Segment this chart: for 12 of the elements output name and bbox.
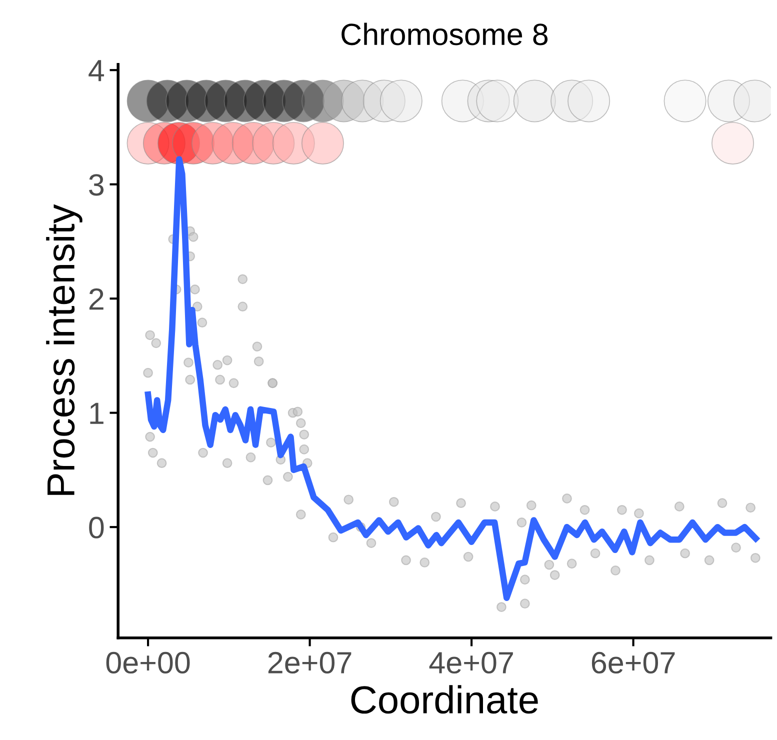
y-tick-label: 3 xyxy=(89,174,104,196)
x-axis-title: Coordinate xyxy=(351,685,538,714)
x-tick-label: 4e+07 xyxy=(429,652,513,674)
y-tick-label: 0 xyxy=(89,516,104,538)
chart-title: Chromosome 8 xyxy=(342,22,548,46)
y-axis-title: Process intensity xyxy=(46,204,82,495)
x-tick-label: 6e+07 xyxy=(592,652,675,674)
y-tick-label: 2 xyxy=(89,288,104,310)
x-tick-label: 0e+00 xyxy=(106,652,190,674)
y-tick-label: 1 xyxy=(90,402,104,424)
x-tick-label: 2e+07 xyxy=(268,652,352,674)
y-tick-label: 4 xyxy=(88,60,104,82)
